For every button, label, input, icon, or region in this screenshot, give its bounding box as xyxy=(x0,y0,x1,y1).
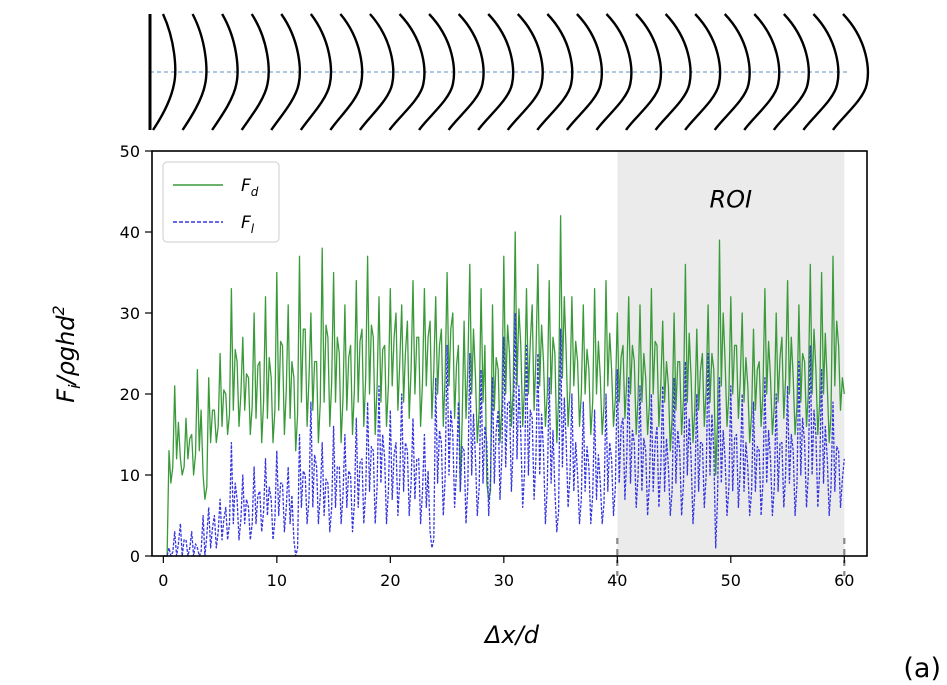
legend-label-fl-sub: l xyxy=(251,222,255,236)
profile-curve xyxy=(388,13,426,131)
y-axis-label-sup: 2 xyxy=(49,305,68,315)
series-layer xyxy=(163,215,845,557)
legend: Fd Fl xyxy=(162,161,280,243)
series-line-Fd xyxy=(163,215,845,557)
x-tick-label: 30 xyxy=(494,571,514,590)
profile-curve xyxy=(418,13,456,131)
profile-curve xyxy=(181,13,208,131)
y-axis-label-sub: i xyxy=(65,384,84,389)
legend-label-fd-base: F xyxy=(241,176,251,196)
profile-curve xyxy=(772,13,810,131)
profile-curve xyxy=(447,13,485,131)
y-tick-label: 40 xyxy=(120,223,140,242)
panel-label: (a) xyxy=(903,653,941,684)
profile-curve xyxy=(299,13,333,131)
x-axis-ticks: 0 10 20 30 40 50 60 xyxy=(158,556,854,590)
x-tick-label: 20 xyxy=(380,571,400,590)
legend-label-fl-base: F xyxy=(241,213,251,233)
x-tick-label: 60 xyxy=(834,571,854,590)
profile-curve xyxy=(506,13,544,131)
profile-curve xyxy=(625,13,663,131)
plot-frame xyxy=(151,150,868,557)
y-axis-label-base: F xyxy=(52,388,80,403)
profile-curve xyxy=(477,13,515,131)
profile-curve xyxy=(152,13,177,131)
profile-curve xyxy=(595,13,633,131)
roi-label: ROI xyxy=(709,186,752,214)
velocity-profile-strip xyxy=(148,13,870,131)
y-axis-ticks: 0 10 20 30 40 50 xyxy=(120,142,152,566)
y-tick-label: 10 xyxy=(120,466,140,485)
y-tick-label: 20 xyxy=(120,385,140,404)
profile-curve xyxy=(832,13,870,131)
legend-label-fl: Fl xyxy=(241,213,255,236)
profile-curve xyxy=(654,13,692,131)
y-tick-label: 0 xyxy=(130,547,140,566)
y-tick-label: 50 xyxy=(120,142,140,161)
profile-curve xyxy=(329,13,364,131)
force-chart: 0 10 20 30 40 50 60 0 10 20 30 40 50 ROI Fd Fl Δx/d… xyxy=(49,142,868,649)
profile-curve xyxy=(743,13,781,131)
profile-curve xyxy=(211,13,239,131)
profile-curve xyxy=(684,13,722,131)
x-axis-label: Δx/d xyxy=(483,621,540,649)
profile-curve xyxy=(802,13,840,131)
y-tick-label: 30 xyxy=(120,304,140,323)
profile-curve xyxy=(270,13,301,131)
profile-curve xyxy=(240,13,270,131)
y-axis-label-rest: /ρghd xyxy=(52,315,80,387)
legend-label-fd-sub: d xyxy=(251,185,259,199)
legend-box xyxy=(162,161,280,243)
series-line-Fl xyxy=(163,312,845,557)
x-tick-label: 0 xyxy=(158,571,168,590)
profile-curve xyxy=(713,13,751,131)
y-axis-label: Fi/ρghd2 xyxy=(49,305,84,402)
profile-curve xyxy=(536,13,574,131)
legend-label-fd: Fd xyxy=(241,176,259,199)
x-tick-label: 50 xyxy=(721,571,741,590)
profile-curve xyxy=(565,13,603,131)
profile-curves xyxy=(152,13,870,131)
x-tick-label: 10 xyxy=(267,571,287,590)
x-tick-label: 40 xyxy=(607,571,627,590)
profile-curve xyxy=(358,13,395,131)
